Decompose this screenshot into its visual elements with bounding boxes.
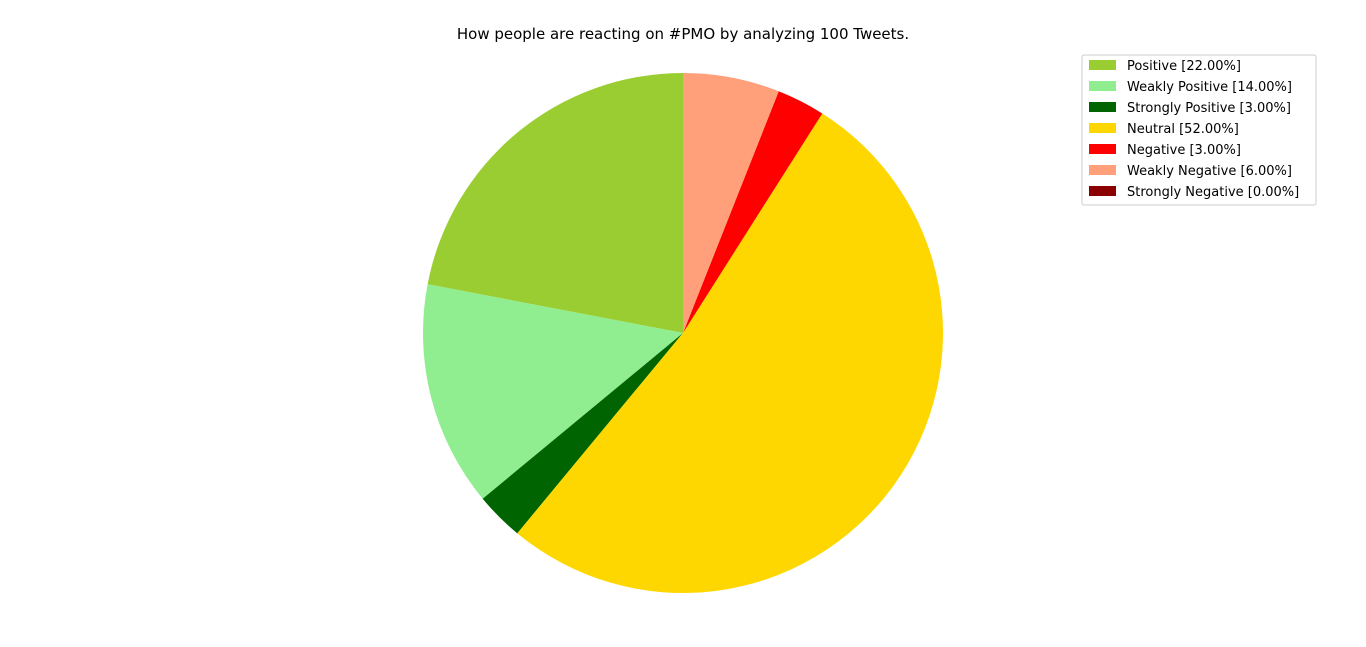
legend-label-2: Strongly Positive [3.00%]	[1127, 101, 1291, 116]
pie-slice-2	[482, 333, 683, 534]
legend-label-4: Negative [3.00%]	[1127, 143, 1241, 158]
legend: Positive [22.00%] Weakly Positive [14.00%…	[1081, 54, 1317, 206]
legend-swatch-6	[1089, 186, 1116, 196]
legend-swatch-3	[1089, 123, 1116, 133]
legend-swatch-2	[1089, 102, 1116, 112]
legend-swatch-0	[1089, 60, 1116, 70]
pie-slice-4	[683, 91, 823, 333]
chart-title: How people are reacting on #PMO by analy…	[457, 25, 909, 43]
legend-swatch-5	[1089, 165, 1116, 175]
legend-swatch-4	[1089, 144, 1116, 154]
legend-frame	[1081, 54, 1317, 206]
legend-label-1: Weakly Positive [14.00%]	[1127, 80, 1292, 95]
legend-label-5: Weakly Negative [6.00%]	[1127, 164, 1292, 179]
pie-slice-0	[427, 73, 683, 333]
pie-slice-1	[423, 284, 683, 499]
pie-slice-5	[683, 73, 779, 333]
legend-label-6: Strongly Negative [0.00%]	[1127, 185, 1299, 200]
legend-label-0: Positive [22.00%]	[1127, 59, 1241, 74]
pie-slice-3	[517, 113, 944, 594]
pie-slices	[423, 73, 944, 594]
legend-label-3: Neutral [52.00%]	[1127, 122, 1239, 137]
legend-swatch-1	[1089, 81, 1116, 91]
